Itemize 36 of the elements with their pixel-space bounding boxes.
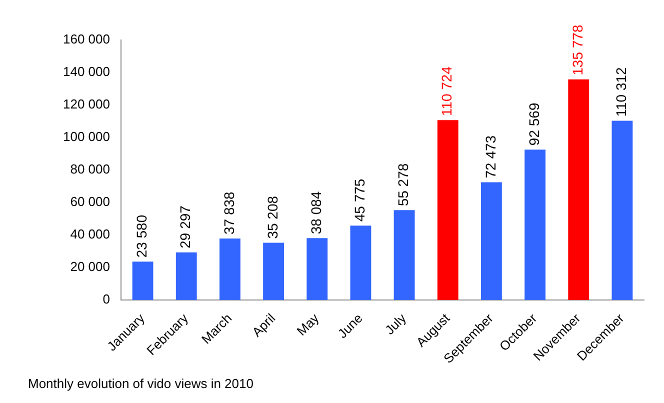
bar [394,210,415,300]
bar [219,238,240,300]
text: Monthly evolution of vido views in 2010 [28,376,254,391]
bar [306,238,328,300]
y-tick-label: 160 000 [62,32,110,47]
bar [176,252,197,300]
y-tick-label: 80 000 [70,162,110,177]
data-label: 23 580 [134,214,150,258]
x-tick-label: July [382,310,410,338]
data-label: 45 775 [352,178,368,222]
data-label: 37 838 [220,191,237,235]
bar [612,120,633,300]
data-label: 135 778 [569,24,586,76]
y-tick-label: 120 000 [62,96,110,112]
bar [437,120,458,300]
x-tick-label: May [294,310,322,339]
bar [524,150,546,300]
y-tick-label: 0 [102,292,110,307]
y-tick-label: 140 000 [62,64,110,80]
bar [568,79,590,300]
data-label: 92 569 [526,102,542,146]
y-tick-label: 40 000 [70,226,110,242]
data-label: 110 724 [438,66,455,116]
bar [350,226,372,300]
y-tick-label: 100 000 [62,129,110,144]
y-tick-label: 60 000 [70,194,110,210]
bar [480,182,502,300]
bar [132,262,154,300]
data-label: 29 297 [177,205,194,248]
data-label: 110 312 [613,66,630,117]
data-label: 38 084 [308,191,324,234]
y-tick-label: 20 000 [70,259,110,274]
data-label: 35 208 [264,196,280,239]
data-label: 72 473 [482,135,498,178]
data-label: 55 278 [395,163,412,206]
bar [263,242,284,300]
